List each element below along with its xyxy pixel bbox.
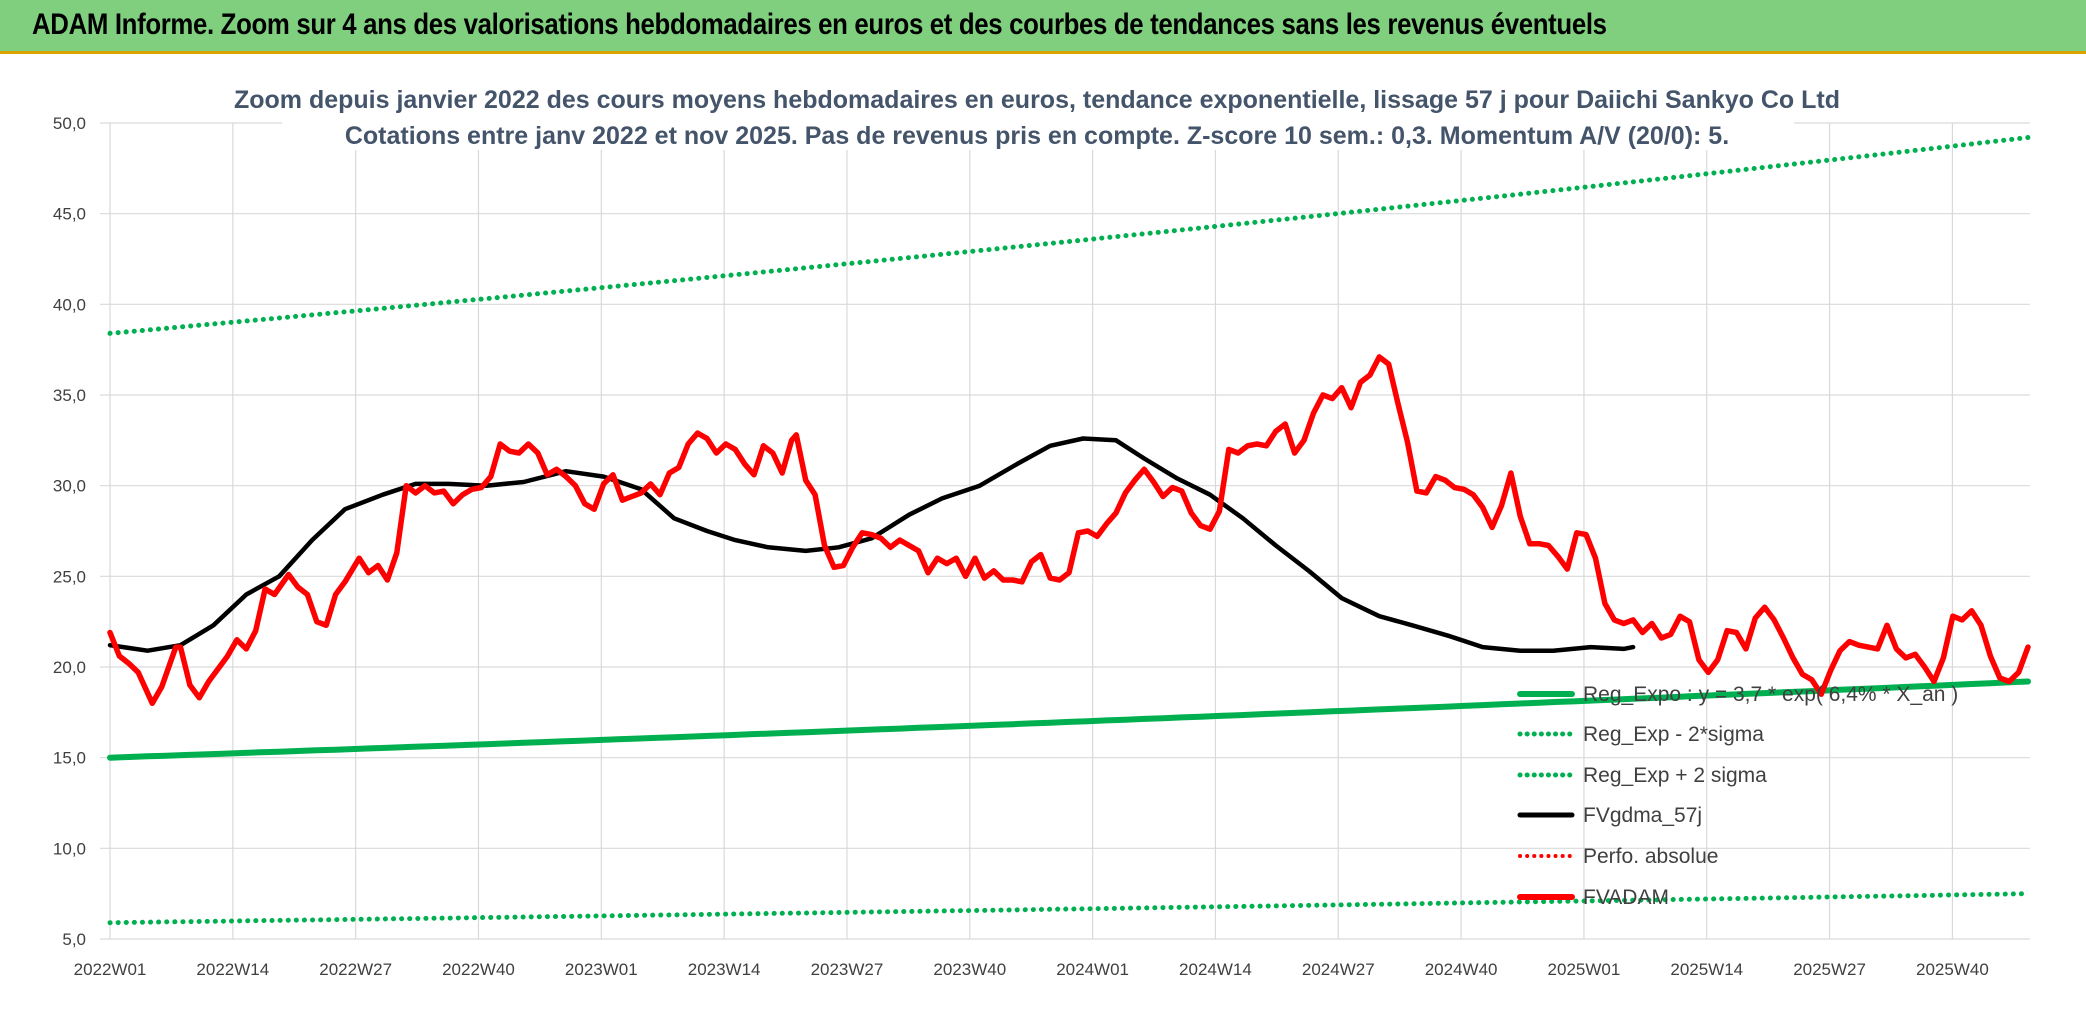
chart-legend: Reg_Expo : y = 3,7 * exp( 6,4% * X_an ) R…	[1517, 683, 1958, 909]
x-tick-label: 2022W01	[74, 960, 147, 979]
x-tick-label: 2022W40	[442, 960, 515, 979]
y-tick-label: 25,0	[53, 567, 86, 586]
series-line-fvgdma	[107, 436, 1636, 653]
x-tick-label: 2024W27	[1302, 960, 1375, 979]
y-tick-label: 40,0	[53, 295, 86, 314]
x-axis-ticks: 2022W01 2022W14 2022W27 2022W40 2023W01 2023W…	[74, 960, 1989, 979]
legend-label: FVgdma_57j	[1583, 804, 1702, 827]
y-tick-label: 5,0	[62, 930, 86, 949]
legend-label: Perfo. absolue	[1583, 845, 1718, 868]
x-tick-label: 2023W01	[565, 960, 638, 979]
x-tick-label: 2025W40	[1916, 960, 1989, 979]
y-tick-label: 10,0	[53, 839, 86, 858]
y-tick-label: 45,0	[53, 205, 86, 224]
x-tick-label: 2025W01	[1548, 960, 1621, 979]
x-tick-label: 2025W27	[1793, 960, 1866, 979]
y-tick-label: 35,0	[53, 386, 86, 405]
series-lines	[107, 135, 2031, 926]
x-tick-label: 2023W27	[811, 960, 884, 979]
x-tick-label: 2023W14	[688, 960, 761, 979]
chart-title-box	[282, 82, 1794, 150]
x-tick-label: 2024W14	[1179, 960, 1252, 979]
y-tick-label: 15,0	[53, 749, 86, 768]
x-tick-label: 2024W40	[1425, 960, 1498, 979]
y-tick-label: 50,0	[53, 114, 86, 133]
report-title: ADAM Informe. Zoom sur 4 ans des valoris…	[32, 8, 1607, 41]
x-tick-label: 2024W01	[1056, 960, 1129, 979]
y-axis-ticks: 5,0 10,0 15,0 20,0 25,0 30,0 35,0 40,0 45,0 50,0	[53, 114, 86, 949]
x-tick-label: 2022W14	[196, 960, 269, 979]
chart-title-line-2: Cotations entre janv 2022 et nov 2025. P…	[345, 122, 1729, 150]
x-tick-label: 2023W40	[933, 960, 1006, 979]
x-tick-label: 2022W27	[319, 960, 392, 979]
chart-background	[0, 54, 2086, 1031]
series-line-fvadam	[107, 354, 2031, 707]
y-tick-label: 20,0	[53, 658, 86, 677]
legend-label: Reg_Expo : y = 3,7 * exp( 6,4% * X_an )	[1583, 683, 1958, 706]
chart-area: 5,010,015,020,025,030,035,040,045,050,0 …	[0, 54, 2086, 1031]
series-line-reg-expo	[107, 678, 2031, 761]
chart-title-line-1: Zoom depuis janvier 2022 des cours moyen…	[234, 86, 1840, 114]
x-tick-label: 2025W14	[1670, 960, 1743, 979]
legend-label: Reg_Exp - 2*sigma	[1583, 723, 1764, 746]
series-line-upper-band	[107, 135, 2031, 336]
report-banner: ADAM Informe. Zoom sur 4 ans des valoris…	[0, 0, 2086, 54]
y-tick-label: 30,0	[53, 477, 86, 496]
legend-label: FVADAM	[1583, 886, 1669, 909]
legend-label: Reg_Exp + 2 sigma	[1583, 764, 1767, 787]
